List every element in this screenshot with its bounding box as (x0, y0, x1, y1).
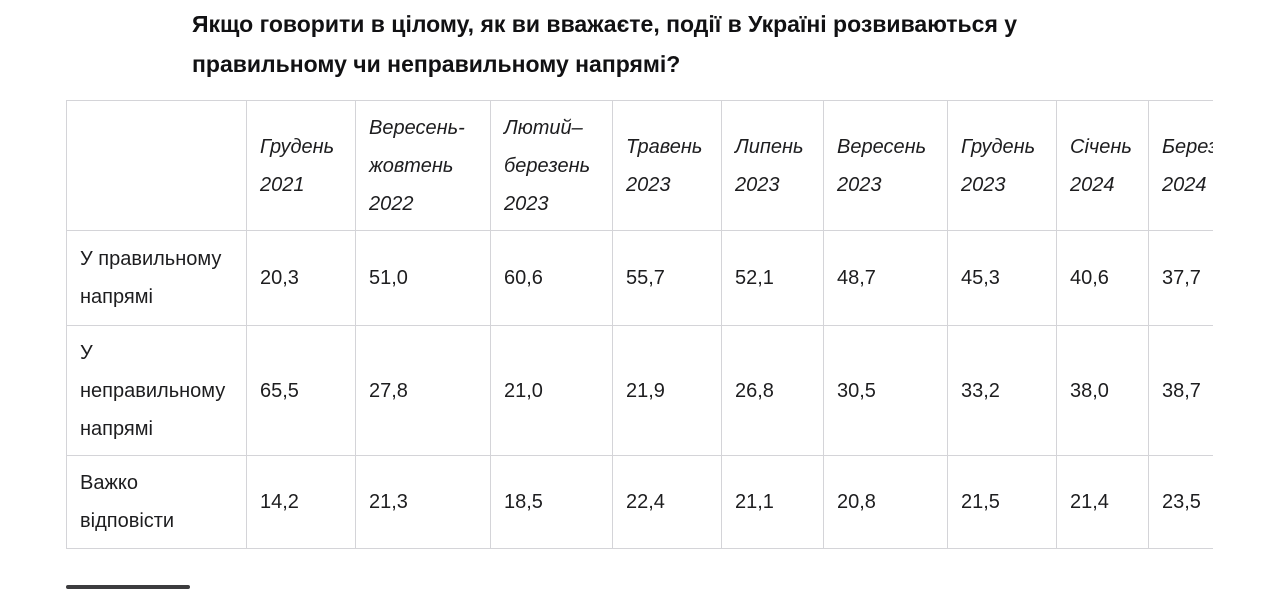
value-cell: 38,0 (1056, 325, 1149, 456)
row-label: У правильному напрямі (66, 230, 247, 326)
column-header: Вересень 2023 (823, 100, 948, 231)
page-title: Якщо говорити в цілому, як ви вважаєте, … (192, 11, 1018, 77)
value-cell: 26,8 (721, 325, 824, 456)
column-header: Травень 2023 (612, 100, 722, 231)
table-scroll-viewport[interactable]: Грудень 2021 Вересень- жовтень 2022 Люти… (66, 100, 1213, 549)
value-cell: 21,9 (612, 325, 722, 456)
value-cell: 20,3 (246, 230, 356, 326)
header-row: Грудень 2021 Вересень- жовтень 2022 Люти… (66, 100, 1213, 231)
table-row: Важко відповісти 14,2 21,3 18,5 22,4 21,… (66, 455, 1213, 549)
value-cell: 21,0 (490, 325, 613, 456)
corner-cell (66, 100, 247, 231)
value-cell: 33,2 (947, 325, 1057, 456)
value-cell: 21,5 (947, 455, 1057, 549)
column-header: Лютий– березень 2023 (490, 100, 613, 231)
column-header: Вересень- жовтень 2022 (355, 100, 491, 231)
value-cell: 55,7 (612, 230, 722, 326)
table-row: У неправильному напрямі 65,5 27,8 21,0 2… (66, 325, 1213, 456)
column-header: Грудень 2023 (947, 100, 1057, 231)
column-header: Березень 2024 (1148, 100, 1213, 231)
value-cell: 48,7 (823, 230, 948, 326)
value-cell: 22,4 (612, 455, 722, 549)
row-label: У неправильному напрямі (66, 325, 247, 456)
value-cell: 14,2 (246, 455, 356, 549)
value-cell: 51,0 (355, 230, 491, 326)
horizontal-scrollbar-thumb[interactable] (66, 585, 190, 589)
column-header: Грудень 2021 (246, 100, 356, 231)
row-label: Важко відповісти (66, 455, 247, 549)
value-cell: 40,6 (1056, 230, 1149, 326)
value-cell: 27,8 (355, 325, 491, 456)
column-header: Липень 2023 (721, 100, 824, 231)
value-cell: 20,8 (823, 455, 948, 549)
table-row: У правильному напрямі 20,3 51,0 60,6 55,… (66, 230, 1213, 326)
value-cell: 37,7 (1148, 230, 1213, 326)
value-cell: 21,1 (721, 455, 824, 549)
value-cell: 23,5 (1148, 455, 1213, 549)
value-cell: 21,4 (1056, 455, 1149, 549)
survey-table: Грудень 2021 Вересень- жовтень 2022 Люти… (66, 100, 1213, 549)
value-cell: 38,7 (1148, 325, 1213, 456)
value-cell: 21,3 (355, 455, 491, 549)
column-header: Січень 2024 (1056, 100, 1149, 231)
value-cell: 18,5 (490, 455, 613, 549)
value-cell: 30,5 (823, 325, 948, 456)
value-cell: 60,6 (490, 230, 613, 326)
value-cell: 45,3 (947, 230, 1057, 326)
value-cell: 65,5 (246, 325, 356, 456)
value-cell: 52,1 (721, 230, 824, 326)
